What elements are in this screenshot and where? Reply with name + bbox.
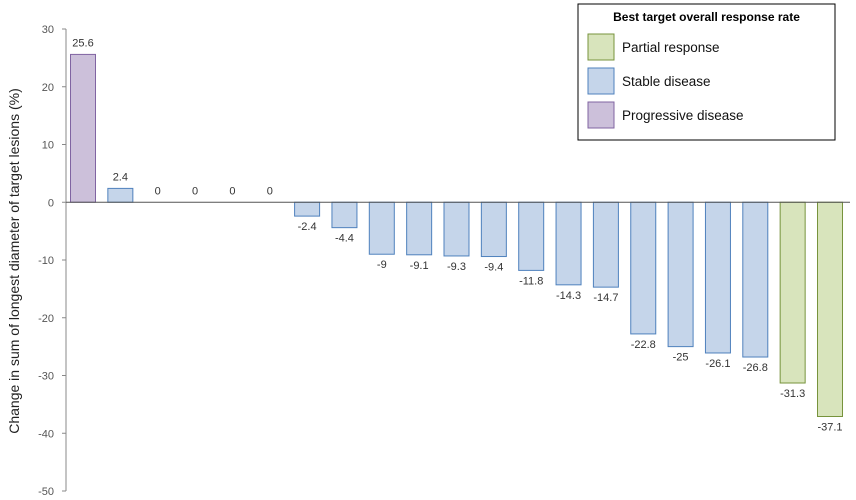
legend-label-pr: Partial response bbox=[622, 40, 720, 55]
bar bbox=[406, 201, 433, 256]
data-label: -9.4 bbox=[484, 262, 503, 274]
data-label: -26.8 bbox=[743, 362, 768, 374]
bar bbox=[443, 201, 470, 257]
data-label: -9.3 bbox=[447, 261, 466, 273]
data-labels: 25.6 2.4 0 0 0 0 -2.4 -4.4 -9 -9.1 -9.3 -9.4 -11.8 -1… bbox=[72, 37, 842, 433]
bars bbox=[66, 53, 850, 418]
bar bbox=[107, 187, 134, 203]
bar bbox=[518, 201, 545, 271]
data-label: 0 bbox=[267, 185, 273, 197]
bar bbox=[331, 201, 358, 229]
y-tick-label: -20 bbox=[38, 313, 54, 325]
y-axis: 30 20 10 0 -10 -20 -30 -40 -50 bbox=[38, 24, 67, 498]
y-tick-label: -40 bbox=[38, 428, 54, 440]
bar bbox=[667, 201, 694, 348]
data-label: 0 bbox=[229, 185, 235, 197]
data-label: 0 bbox=[192, 185, 198, 197]
data-label: -11.8 bbox=[519, 275, 543, 287]
legend-label-sd: Stable disease bbox=[622, 74, 711, 89]
legend-box bbox=[577, 3, 836, 141]
data-label: 2.4 bbox=[113, 171, 128, 183]
bar bbox=[704, 201, 731, 354]
legend-swatch-sd bbox=[587, 67, 615, 95]
data-label: -4.4 bbox=[335, 233, 354, 245]
y-tick-label: -50 bbox=[38, 486, 54, 498]
legend-label-pd: Progressive disease bbox=[622, 108, 744, 123]
data-label: 0 bbox=[155, 185, 161, 197]
data-label: -22.8 bbox=[631, 339, 656, 351]
legend-title: Best target overall response rate bbox=[613, 10, 800, 24]
data-label: -14.7 bbox=[593, 292, 618, 304]
data-label: -9 bbox=[377, 259, 387, 271]
y-axis-label: Change in sum of longest diameter of tar… bbox=[6, 88, 22, 434]
data-label: -2.4 bbox=[298, 221, 317, 233]
bar bbox=[817, 201, 843, 418]
bar bbox=[742, 201, 769, 358]
y-tick-label: 30 bbox=[42, 24, 54, 36]
data-label: 25.6 bbox=[72, 37, 93, 49]
bar bbox=[294, 201, 321, 217]
y-tick-label: -10 bbox=[38, 255, 54, 267]
y-tick-label: 10 bbox=[42, 140, 54, 152]
bar bbox=[480, 201, 507, 258]
y-tick-label: -30 bbox=[38, 371, 54, 383]
bar bbox=[368, 201, 395, 255]
legend-swatch-pr bbox=[587, 33, 615, 61]
bar bbox=[630, 201, 657, 335]
bar bbox=[779, 201, 806, 384]
data-label: -31.3 bbox=[780, 388, 805, 400]
bar bbox=[70, 53, 96, 203]
data-label: -9.1 bbox=[410, 260, 429, 272]
legend-swatch-pd bbox=[587, 101, 615, 129]
data-label: -37.1 bbox=[817, 422, 842, 434]
bar bbox=[592, 201, 619, 288]
legend: Best target overall response rate Partial… bbox=[577, 3, 836, 141]
y-tick-label: 0 bbox=[48, 197, 54, 209]
y-tick-label: 20 bbox=[42, 82, 54, 94]
data-label: -14.3 bbox=[556, 290, 581, 302]
data-label: -26.1 bbox=[705, 358, 730, 370]
data-label: -25 bbox=[673, 352, 689, 364]
bar bbox=[555, 201, 582, 286]
